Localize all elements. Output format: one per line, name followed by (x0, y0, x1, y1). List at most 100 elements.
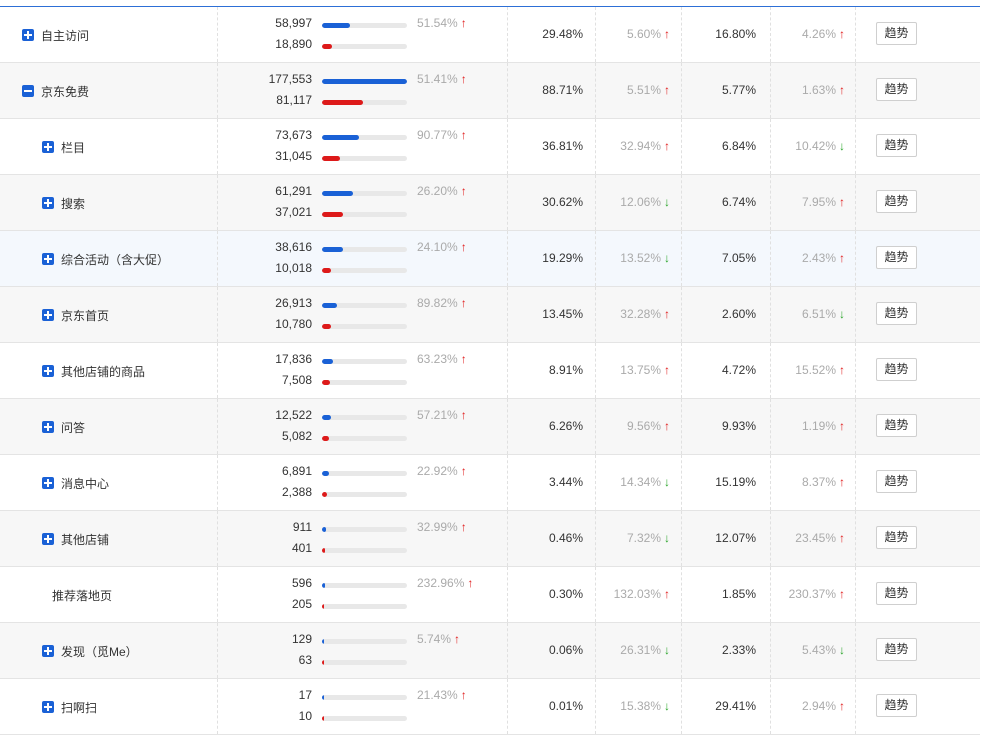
expand-plus-icon[interactable] (42, 365, 54, 377)
row-name-cell[interactable]: 扫啊扫 (42, 679, 97, 735)
arrow-up-icon: ↑ (664, 83, 670, 97)
arrow-up-icon: ↑ (460, 352, 467, 366)
arrow-down-icon: ↓ (664, 251, 670, 265)
table-row: 发现（觅Me） 129 63 5.74% ↑ 0.06% 26.31% ↓ 2.33% 5.43%… (0, 623, 980, 679)
column-divider (681, 455, 682, 510)
row-name-cell[interactable]: 消息中心 (42, 455, 109, 511)
compare-bar (322, 212, 407, 217)
current-value: 17 (298, 688, 312, 702)
row-name-cell[interactable]: 搜索 (42, 175, 85, 231)
rate-value-text: 2.60% (721, 307, 756, 321)
row-name: 消息中心 (61, 476, 110, 491)
compare-value: 18,890 (275, 37, 312, 51)
column-divider (770, 623, 771, 678)
trend-button[interactable]: 趋势 (876, 358, 917, 381)
expand-plus-icon[interactable] (42, 477, 54, 489)
visitor-counts: 61,291 37,021 (230, 175, 312, 231)
expand-plus-icon[interactable] (42, 421, 54, 433)
trend-button[interactable]: 趋势 (876, 694, 917, 717)
row-name-cell[interactable]: 其他店铺 (42, 511, 109, 567)
rate-value-text: 9.93% (721, 419, 756, 433)
arrow-up-icon: ↑ (839, 475, 845, 489)
column-divider (770, 287, 771, 342)
trend-button[interactable]: 趋势 (876, 638, 917, 661)
expand-plus-icon[interactable] (42, 645, 54, 657)
row-name: 搜索 (61, 196, 86, 211)
change-percent-value: 32.99% (417, 520, 458, 534)
current-bar-fill (322, 303, 338, 308)
trend-button[interactable]: 趋势 (876, 302, 917, 325)
compare-bar (322, 268, 407, 273)
current-bar-fill (322, 695, 324, 700)
change-percent-value: 5.74% (417, 632, 452, 646)
trend-button[interactable]: 趋势 (876, 246, 917, 269)
column-divider (770, 63, 771, 118)
collapse-minus-icon[interactable] (22, 85, 34, 97)
compare-value: 5,082 (281, 429, 312, 443)
share-value-text: 8.91% (548, 363, 583, 377)
row-name: 京东免费 (41, 84, 90, 99)
visitor-counts: 129 63 (230, 623, 312, 679)
column-divider (217, 287, 218, 342)
table-row: 扫啊扫 17 10 21.43% ↑ 0.01% 15.38% ↓ 29.41% 2.94% ↑ 趋势 (0, 679, 980, 735)
current-bar (322, 639, 407, 644)
rate-value: 4.72% (722, 363, 756, 377)
row-name-cell[interactable]: 栏目 (42, 119, 85, 175)
expand-plus-icon[interactable] (22, 29, 34, 41)
row-name-cell[interactable]: 综合活动（含大促） (42, 231, 169, 287)
column-divider (507, 231, 508, 286)
current-bar-fill (322, 471, 329, 476)
share-value-text: 6.26% (548, 419, 583, 433)
compare-bar (322, 324, 407, 329)
change-percent-value: 57.21% (417, 408, 458, 422)
current-value: 38,616 (275, 240, 312, 254)
change-percent-value: 22.92% (417, 464, 458, 478)
rate-change: 5.43% ↓ (802, 643, 845, 657)
expand-plus-icon[interactable] (42, 253, 54, 265)
expand-plus-icon[interactable] (42, 309, 54, 321)
trend-button[interactable]: 趋势 (876, 582, 917, 605)
arrow-up-icon: ↑ (664, 419, 670, 433)
compare-value: 205 (291, 597, 312, 611)
row-name-cell[interactable]: 自主访问 (22, 7, 89, 63)
arrow-up-icon: ↑ (839, 587, 845, 601)
column-divider (595, 231, 596, 286)
expand-plus-icon[interactable] (42, 701, 54, 713)
column-divider (855, 175, 856, 230)
visitor-counts: 911 401 (230, 511, 312, 567)
compare-bar (322, 44, 407, 49)
row-name-cell[interactable]: 发现（觅Me） (42, 623, 138, 679)
column-divider (770, 511, 771, 566)
row-name-cell[interactable]: 问答 (42, 399, 85, 455)
row-name-cell[interactable]: 京东首页 (42, 287, 109, 343)
share-change: 9.56% ↑ (627, 419, 670, 433)
trend-button[interactable]: 趋势 (876, 190, 917, 213)
row-name: 其他店铺 (61, 532, 110, 547)
expand-plus-icon[interactable] (42, 141, 54, 153)
expand-plus-icon[interactable] (42, 533, 54, 545)
share-change: 132.03% ↑ (614, 587, 670, 601)
expand-plus-icon[interactable] (42, 197, 54, 209)
column-divider (217, 63, 218, 118)
row-name-cell[interactable]: 京东免费 (22, 63, 89, 119)
compare-value: 401 (291, 541, 312, 555)
trend-button[interactable]: 趋势 (876, 134, 917, 157)
arrow-up-icon: ↑ (839, 419, 845, 433)
current-bar-fill (322, 527, 327, 532)
column-divider (595, 511, 596, 566)
trend-button[interactable]: 趋势 (876, 414, 917, 437)
current-value: 596 (291, 576, 312, 590)
trend-button[interactable]: 趋势 (876, 78, 917, 101)
column-divider (681, 63, 682, 118)
trend-button[interactable]: 趋势 (876, 470, 917, 493)
arrow-down-icon: ↓ (664, 195, 670, 209)
rate-value: 1.85% (722, 587, 756, 601)
row-name-cell[interactable]: 其他店铺的商品 (42, 343, 145, 399)
column-divider (681, 7, 682, 62)
visitor-counts: 12,522 5,082 (230, 399, 312, 455)
trend-button[interactable]: 趋势 (876, 22, 917, 45)
compare-value: 31,045 (275, 149, 312, 163)
share-value-text: 88.71% (542, 83, 583, 97)
compare-bar-fill (322, 100, 363, 105)
trend-button[interactable]: 趋势 (876, 526, 917, 549)
